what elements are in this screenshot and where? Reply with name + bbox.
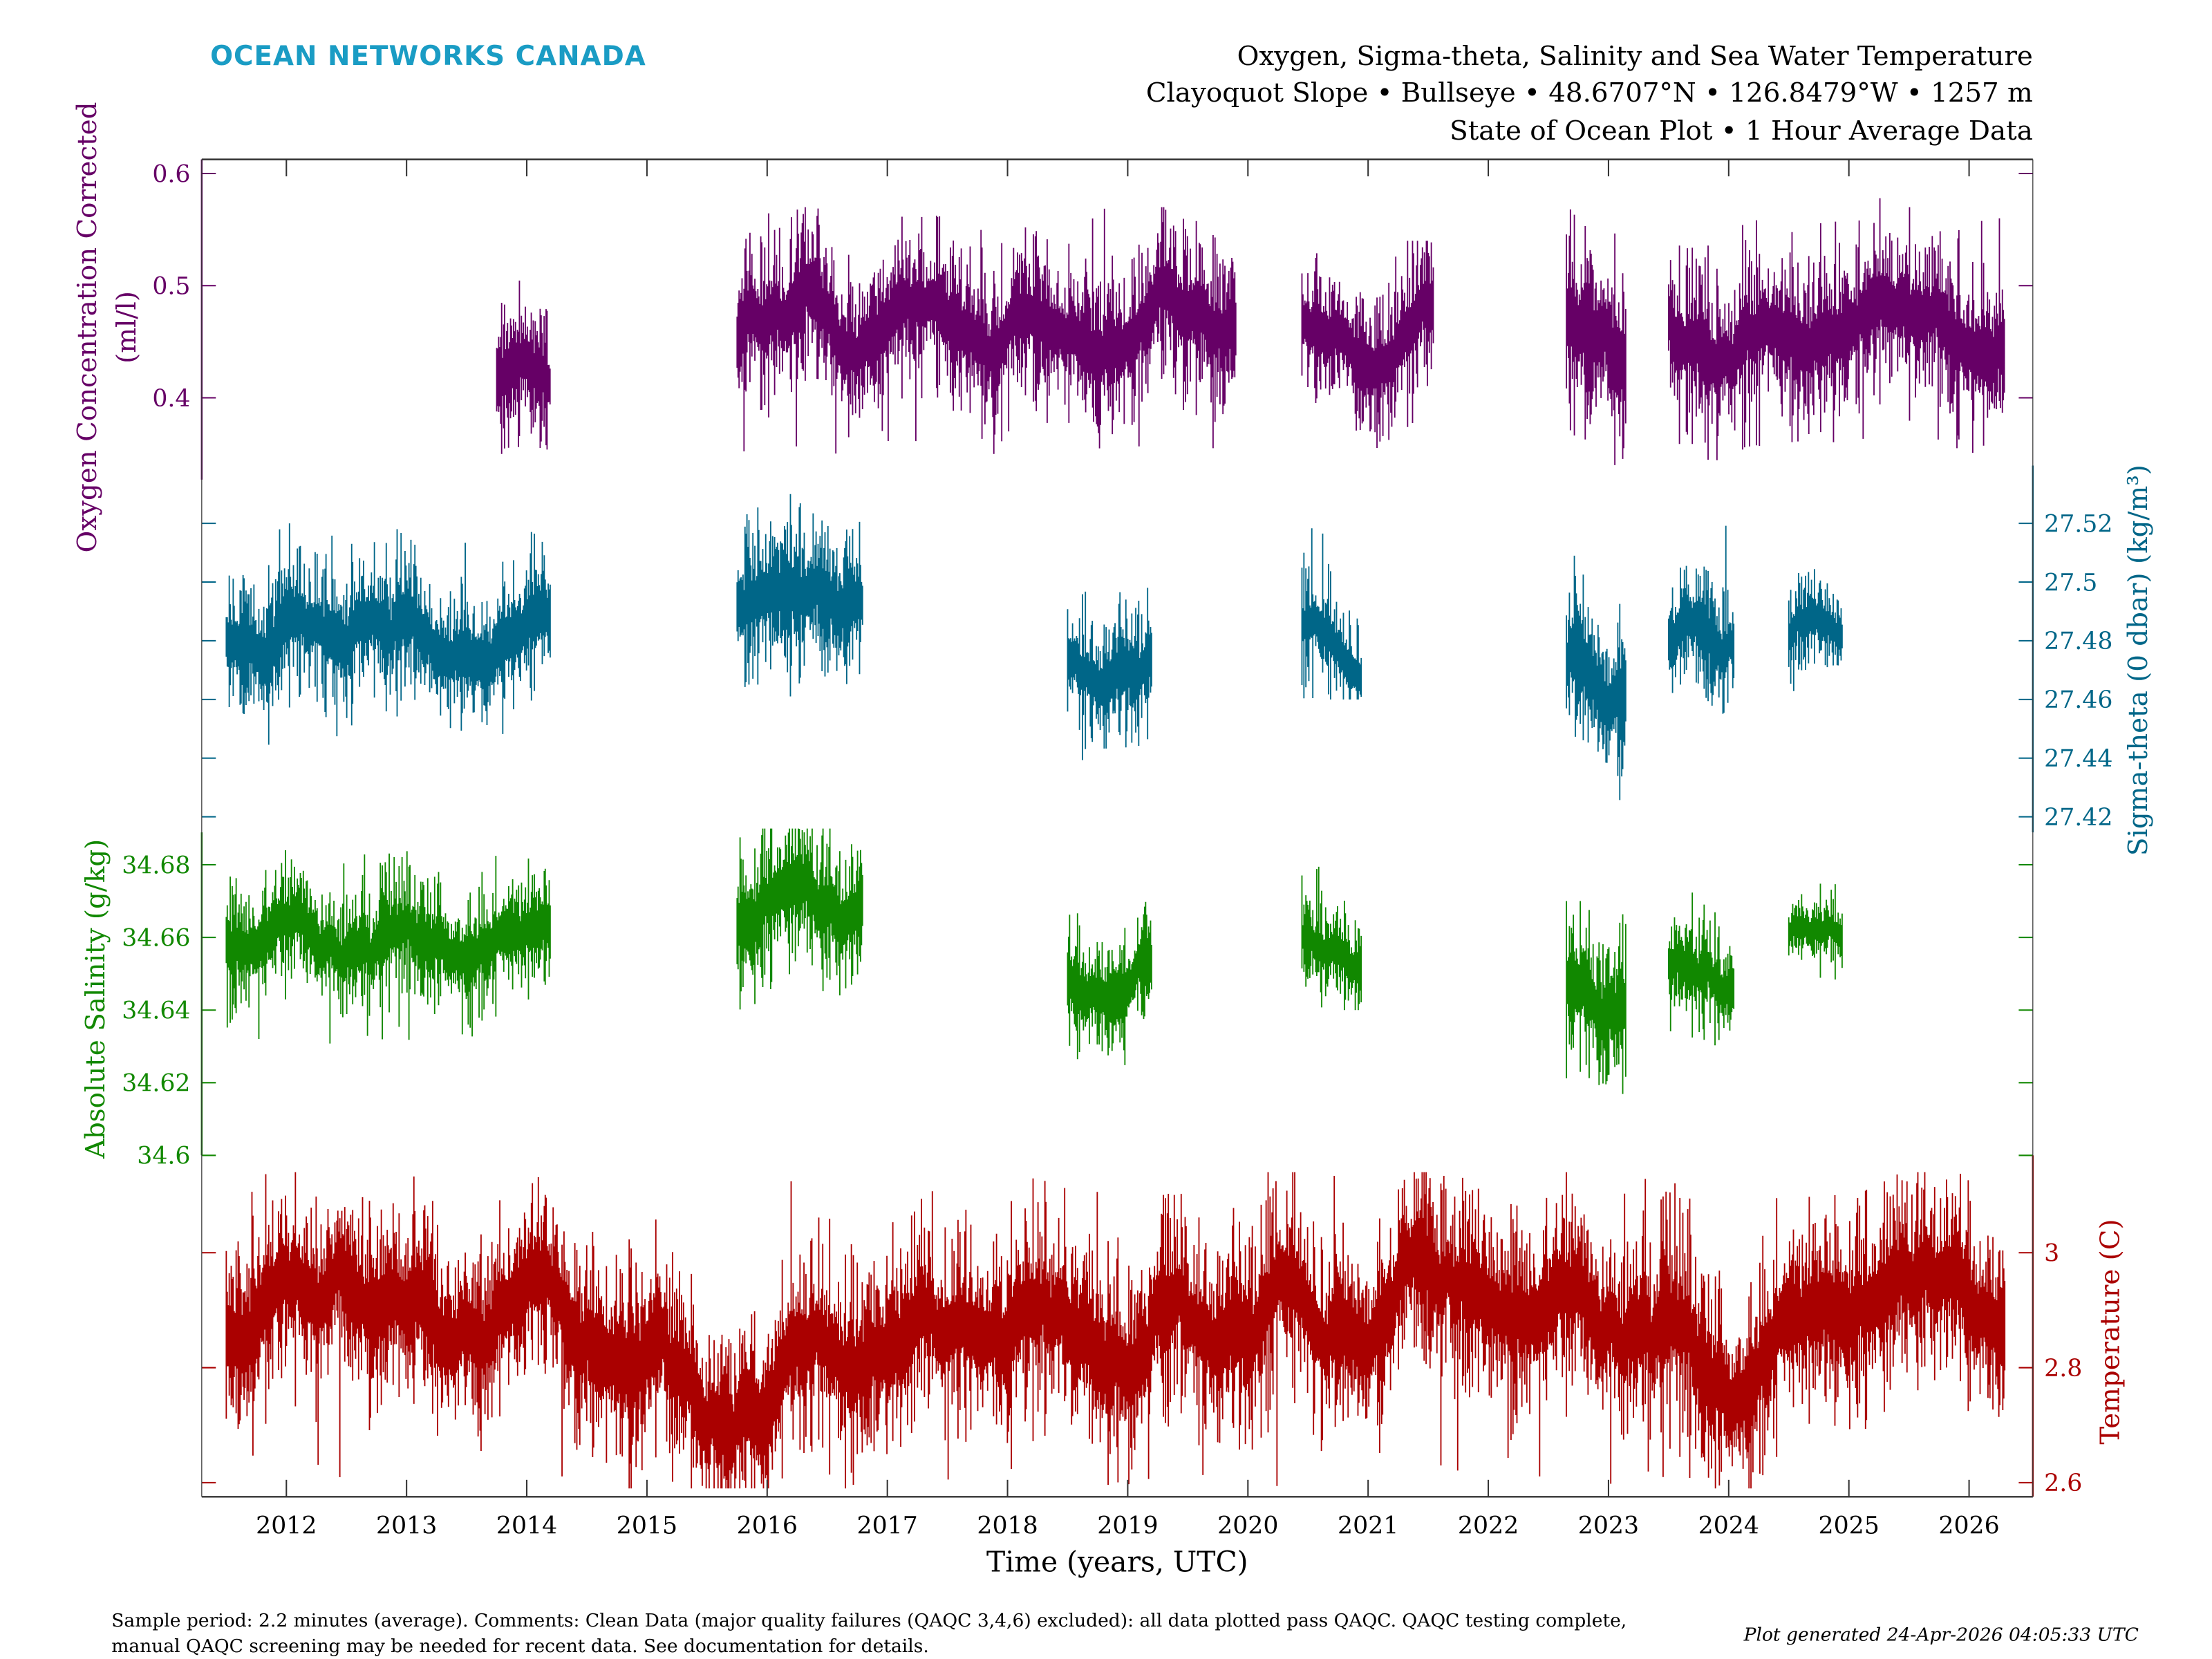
data-segment-3 [1301, 241, 1434, 448]
x-tick-label: 2020 [1217, 1512, 1278, 1539]
data-segment-4 [1301, 866, 1362, 1011]
plot-generated-timestamp: Plot generated 24-Apr-2026 04:05:33 UTC [1743, 1624, 2139, 1645]
data-segment-7 [1788, 883, 1843, 980]
y-tick-label: 34.64 [122, 997, 190, 1024]
data-segment-5 [1667, 198, 2005, 460]
x-tick-label: 2013 [376, 1512, 437, 1539]
y-tick-label: 3 [2044, 1239, 2059, 1267]
data-layer [225, 198, 2006, 1489]
footer-comment-line-2: manual QAQC screening may be needed for … [111, 1635, 929, 1657]
series-absolute-salinity [225, 828, 1843, 1094]
oxygen-axis-label: Oxygen Concentration Corrected [72, 102, 103, 552]
data-segment-3 [1067, 901, 1152, 1065]
data-segment-3 [1067, 588, 1152, 760]
x-tick-label: 2017 [857, 1512, 918, 1539]
sigma-theta-axis-label: Sigma-theta (0 dbar) (kg/m³) [2123, 465, 2154, 856]
salinity-axis-label: Absolute Salinity (g/kg) [80, 839, 111, 1159]
x-tick-label: 2014 [496, 1512, 557, 1539]
data-segment-5 [1566, 555, 1627, 800]
y-tick-label: 34.66 [122, 924, 190, 952]
data-segment-6 [1667, 525, 1735, 714]
x-tick-label: 2019 [1097, 1512, 1158, 1539]
x-axis-label: Time (years, UTC) [986, 1545, 1248, 1578]
y-tick-label: 27.48 [2044, 628, 2112, 655]
axes: 0.4 0.5 0.6 27.42 27.44 27.46 27.48 27.5 27.52 34… [122, 158, 2112, 1539]
temperature-axis-label: Temperature (C) [2094, 1219, 2126, 1444]
y-tick-label: 27.52 [2044, 510, 2112, 538]
brand-logo: OCEAN NETWORKS CANADA [210, 41, 646, 72]
y-tick-label: 0.5 [152, 273, 190, 301]
chart-subtitle-type: State of Ocean Plot • 1 Hour Average Dat… [1450, 115, 2033, 147]
y-tick-label: 0.4 [152, 385, 190, 413]
y-tick-label: 34.62 [122, 1070, 190, 1098]
x-tick-label: 2018 [977, 1512, 1038, 1539]
data-segment-7 [1788, 569, 1843, 691]
y-tick-label: 27.5 [2044, 569, 2097, 597]
y-tick-label: 34.68 [122, 852, 190, 879]
y-tick-label: 27.44 [2044, 745, 2112, 773]
data-segment-2 [736, 828, 863, 1010]
data-segment-2 [736, 207, 1237, 454]
x-tick-label: 2012 [256, 1512, 317, 1539]
y-tick-label: 34.6 [137, 1143, 190, 1170]
data-segment-2 [736, 494, 863, 697]
chart-title: Oxygen, Sigma-theta, Salinity and Sea Wa… [1237, 41, 2033, 72]
x-tick-label: 2022 [1458, 1512, 1519, 1539]
data-segment-5 [1566, 901, 1627, 1094]
data-segment-1 [225, 1172, 2006, 1489]
x-tick-label: 2025 [1819, 1512, 1880, 1539]
y-tick-label: 27.42 [2044, 804, 2112, 832]
footer-comment-line-1: Sample period: 2.2 minutes (average). Co… [111, 1610, 1627, 1631]
oxygen-axis-unit: (ml/l) [111, 291, 142, 364]
x-tick-label: 2015 [617, 1512, 677, 1539]
series-sigma-theta-0-dbar- [225, 494, 1843, 800]
series-temperature [225, 1172, 2006, 1489]
data-segment-4 [1566, 209, 1627, 465]
x-tick-label: 2023 [1578, 1512, 1639, 1539]
data-segment-1 [496, 280, 551, 454]
y-tick-label: 27.46 [2044, 686, 2112, 714]
y-tick-label: 2.8 [2044, 1355, 2082, 1382]
chart-subtitle-location: Clayoquot Slope • Bullseye • 48.6707°N •… [1146, 77, 2033, 109]
y-tick-label: 2.6 [2044, 1470, 2082, 1497]
x-tick-label: 2024 [1698, 1512, 1759, 1539]
data-segment-4 [1301, 528, 1362, 700]
data-segment-1 [225, 850, 551, 1044]
x-tick-label: 2021 [1338, 1512, 1398, 1539]
x-tick-label: 2016 [737, 1512, 798, 1539]
data-segment-1 [225, 523, 551, 745]
data-segment-6 [1667, 892, 1735, 1046]
series-oxygen-concentration-corrected [496, 198, 2005, 465]
x-tick-label: 2026 [1938, 1512, 1999, 1539]
y-tick-label: 0.6 [152, 160, 190, 188]
